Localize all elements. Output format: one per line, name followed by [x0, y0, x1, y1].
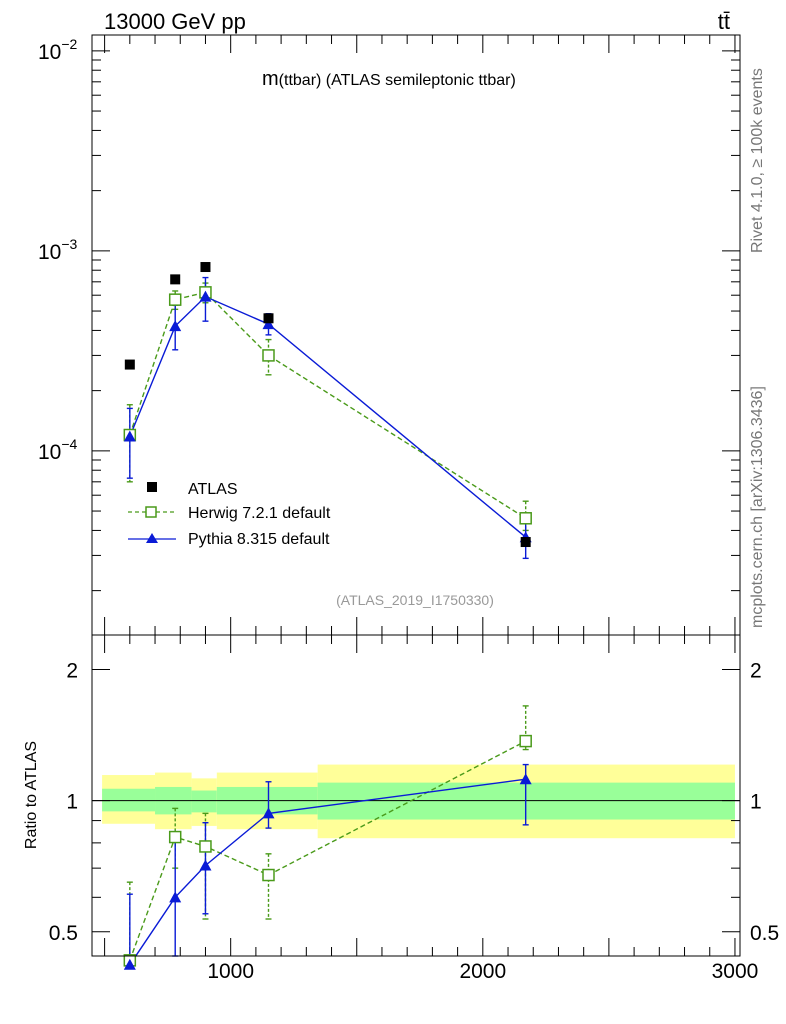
- upper-data-layer: [123, 262, 532, 560]
- ratio-axis-ticks: 0.5 0.5 1 1 2 2: [49, 635, 779, 956]
- ratio-ylabel: Ratio to ATLAS: [23, 741, 40, 849]
- herwig-ratio-point-2: [199, 840, 212, 853]
- legend-pythia-marker: [146, 533, 158, 543]
- ratio-ytick-label-left-1: 1: [66, 791, 78, 814]
- legend-entry-atlas: ATLAS: [147, 481, 238, 498]
- ytick-label-2: 10−2: [38, 36, 78, 64]
- pythia-ratio-point-2: [199, 859, 212, 871]
- band-green-2: [191, 790, 217, 813]
- ytick-label-0: 10−4: [38, 436, 78, 464]
- uncertainty-bands: [102, 764, 735, 839]
- herwig-point-3: [262, 349, 275, 362]
- upper-axis-ticks: 10−410−310−2: [38, 35, 740, 635]
- ytick-base: 10: [38, 241, 61, 264]
- pythia-ratio-point-3: [262, 807, 275, 819]
- ratio-ytick-label-right-0: 0.5: [750, 922, 779, 945]
- energy-label: 13000 GeV pp: [104, 9, 246, 34]
- ratio-ytick-label-right-2: 2: [750, 659, 762, 682]
- herwig-point-4: [519, 512, 532, 525]
- mcplots-label: mcplots.cern.ch [arXiv:1306.3436]: [749, 386, 766, 628]
- legend-entry-pythia: Pythia 8.315 default: [128, 531, 330, 548]
- xtick-label-2: 3000: [712, 960, 759, 983]
- ytick-base: 10: [38, 41, 61, 64]
- ratio-ytick-label-left-2: 2: [66, 659, 78, 682]
- xtick-label-0: 1000: [207, 960, 254, 983]
- herwig-ratio-point-3: [262, 868, 275, 882]
- legend-entry-herwig: Herwig 7.2.1 default: [128, 505, 331, 522]
- ratio-frame: [91, 634, 741, 957]
- herwig-ratio-point-4: [519, 734, 532, 748]
- legend-herwig-label: Herwig 7.2.1 default: [188, 505, 331, 522]
- ytick-exponent: −3: [61, 236, 77, 252]
- atlas-point-0: [124, 359, 135, 370]
- legend-pythia-label: Pythia 8.315 default: [188, 531, 330, 548]
- atlas-point-2: [200, 262, 211, 273]
- pythia-point-1: [169, 320, 182, 332]
- rivet-label: Rivet 4.1.0, ≥ 100k events: [749, 68, 766, 253]
- legend-atlas-marker: [147, 482, 157, 492]
- ratio-ytick-label-left-0: 0.5: [49, 922, 78, 945]
- ytick-exponent: −2: [61, 36, 77, 52]
- legend-herwig-marker: [145, 506, 157, 518]
- herwig-point-1: [168, 293, 182, 306]
- ytick-label-1: 10−3: [38, 236, 78, 264]
- pythia-point-2: [199, 290, 212, 302]
- main-panel: m(ttbar) (ATLAS semileptonic ttbar) (ATL…: [38, 34, 741, 636]
- ratio-data-layer: [123, 705, 532, 970]
- process-label: tt̄: [718, 9, 730, 34]
- ytick-exponent: −4: [61, 436, 77, 452]
- pythia-ratio-point-4: [519, 773, 532, 785]
- xtick-label-1: 2000: [459, 960, 506, 983]
- pythia-ratio-point-1: [169, 891, 182, 903]
- legend-atlas-label: ATLAS: [188, 481, 238, 498]
- legend: ATLAS Herwig 7.2.1 default Pythia 8.315 …: [128, 481, 331, 548]
- pythia-point-0: [123, 430, 136, 442]
- pythia-line: [129, 295, 527, 538]
- plot-title: m(ttbar) (ATLAS semileptonic ttbar): [262, 68, 516, 90]
- herwig-ratio-point-1: [168, 830, 182, 844]
- pythia-point-3: [262, 318, 275, 330]
- title-description: (ttbar) (ATLAS semileptonic ttbar): [279, 72, 516, 89]
- ratio-panel: 0.5 0.5 1 1 2 2 Ratio to ATLAS: [23, 634, 779, 970]
- ytick-base: 10: [38, 441, 61, 464]
- x-axis-labels: 1000 2000 3000: [207, 960, 758, 983]
- reference-label: (ATLAS_2019_I1750330): [336, 592, 494, 608]
- atlas-point-1: [170, 274, 181, 285]
- pythia-ratio-point-0: [123, 958, 136, 970]
- herwig-line: [129, 291, 527, 519]
- atlas-point-4: [520, 537, 531, 548]
- band-green-0: [102, 788, 156, 812]
- title-observable: m: [262, 68, 279, 90]
- ratio-ytick-label-right-1: 1: [750, 791, 762, 814]
- atlas-point-3: [263, 313, 274, 324]
